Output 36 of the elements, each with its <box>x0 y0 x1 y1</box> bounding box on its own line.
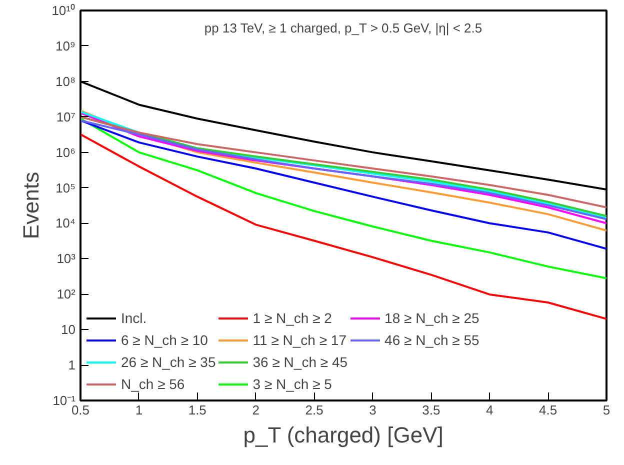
text: pp 13 TeV, ≥ 1 charged, p_T > 0.5 GeV, |η| < 2.5 <box>204 20 482 36</box>
x-tick-label: 2.5 <box>305 402 324 418</box>
y-tick-label: 10⁷ <box>56 109 76 124</box>
x-tick-label: 1.5 <box>188 402 206 418</box>
y-tick-label: 10¹⁰ <box>52 3 76 18</box>
legend-label: 18 ≥ N_ch ≥ 25 <box>384 309 480 327</box>
legend-label: N_ch ≥ 56 <box>121 375 185 393</box>
y-tick-label: 10⁶ <box>56 144 76 160</box>
y-tick-label: 10⁴ <box>55 216 76 231</box>
x-tick-label: 2 <box>252 402 260 418</box>
legend-label: 6 ≥ N_ch ≥ 10 <box>121 331 208 349</box>
x-axis-title: p_T (charged) [GeV] <box>243 422 444 448</box>
legend-label: 11 ≥ N_ch ≥ 17 <box>252 331 346 349</box>
line-series <box>80 118 606 280</box>
y-tick-label: 10⁵ <box>56 180 76 196</box>
legend-label: 3 ≥ N_ch ≥ 5 <box>252 375 332 393</box>
y-axis-title: Events <box>18 172 44 240</box>
y-tick-label: 10 <box>61 322 76 338</box>
y-tick-label: 10² <box>56 286 76 302</box>
legend-label: 36 ≥ N_ch ≥ 45 <box>252 353 348 371</box>
line-series <box>80 119 606 250</box>
legend-label: Incl. <box>121 309 147 327</box>
y-tick-label: 1 <box>68 358 76 373</box>
y-tick-label: 10⁸ <box>56 74 76 89</box>
legend-label: 46 ≥ N_ch ≥ 55 <box>384 331 480 349</box>
x-tick-label: 1 <box>135 402 143 418</box>
x-tick-label: 3 <box>369 402 376 418</box>
y-tick-label: 10³ <box>56 251 76 266</box>
x-tick-label: 0.5 <box>71 402 90 418</box>
y-tick-label: 10⁹ <box>55 38 76 54</box>
legend-label: 26 ≥ N_ch ≥ 35 <box>121 353 216 371</box>
x-tick-label: 4 <box>486 402 494 418</box>
legend-label: 1 ≥ N_ch ≥ 2 <box>252 309 332 327</box>
x-tick-label: 4.5 <box>539 402 558 418</box>
x-tick-label: 3.5 <box>422 402 440 418</box>
x-tick-label: 5 <box>602 402 610 418</box>
